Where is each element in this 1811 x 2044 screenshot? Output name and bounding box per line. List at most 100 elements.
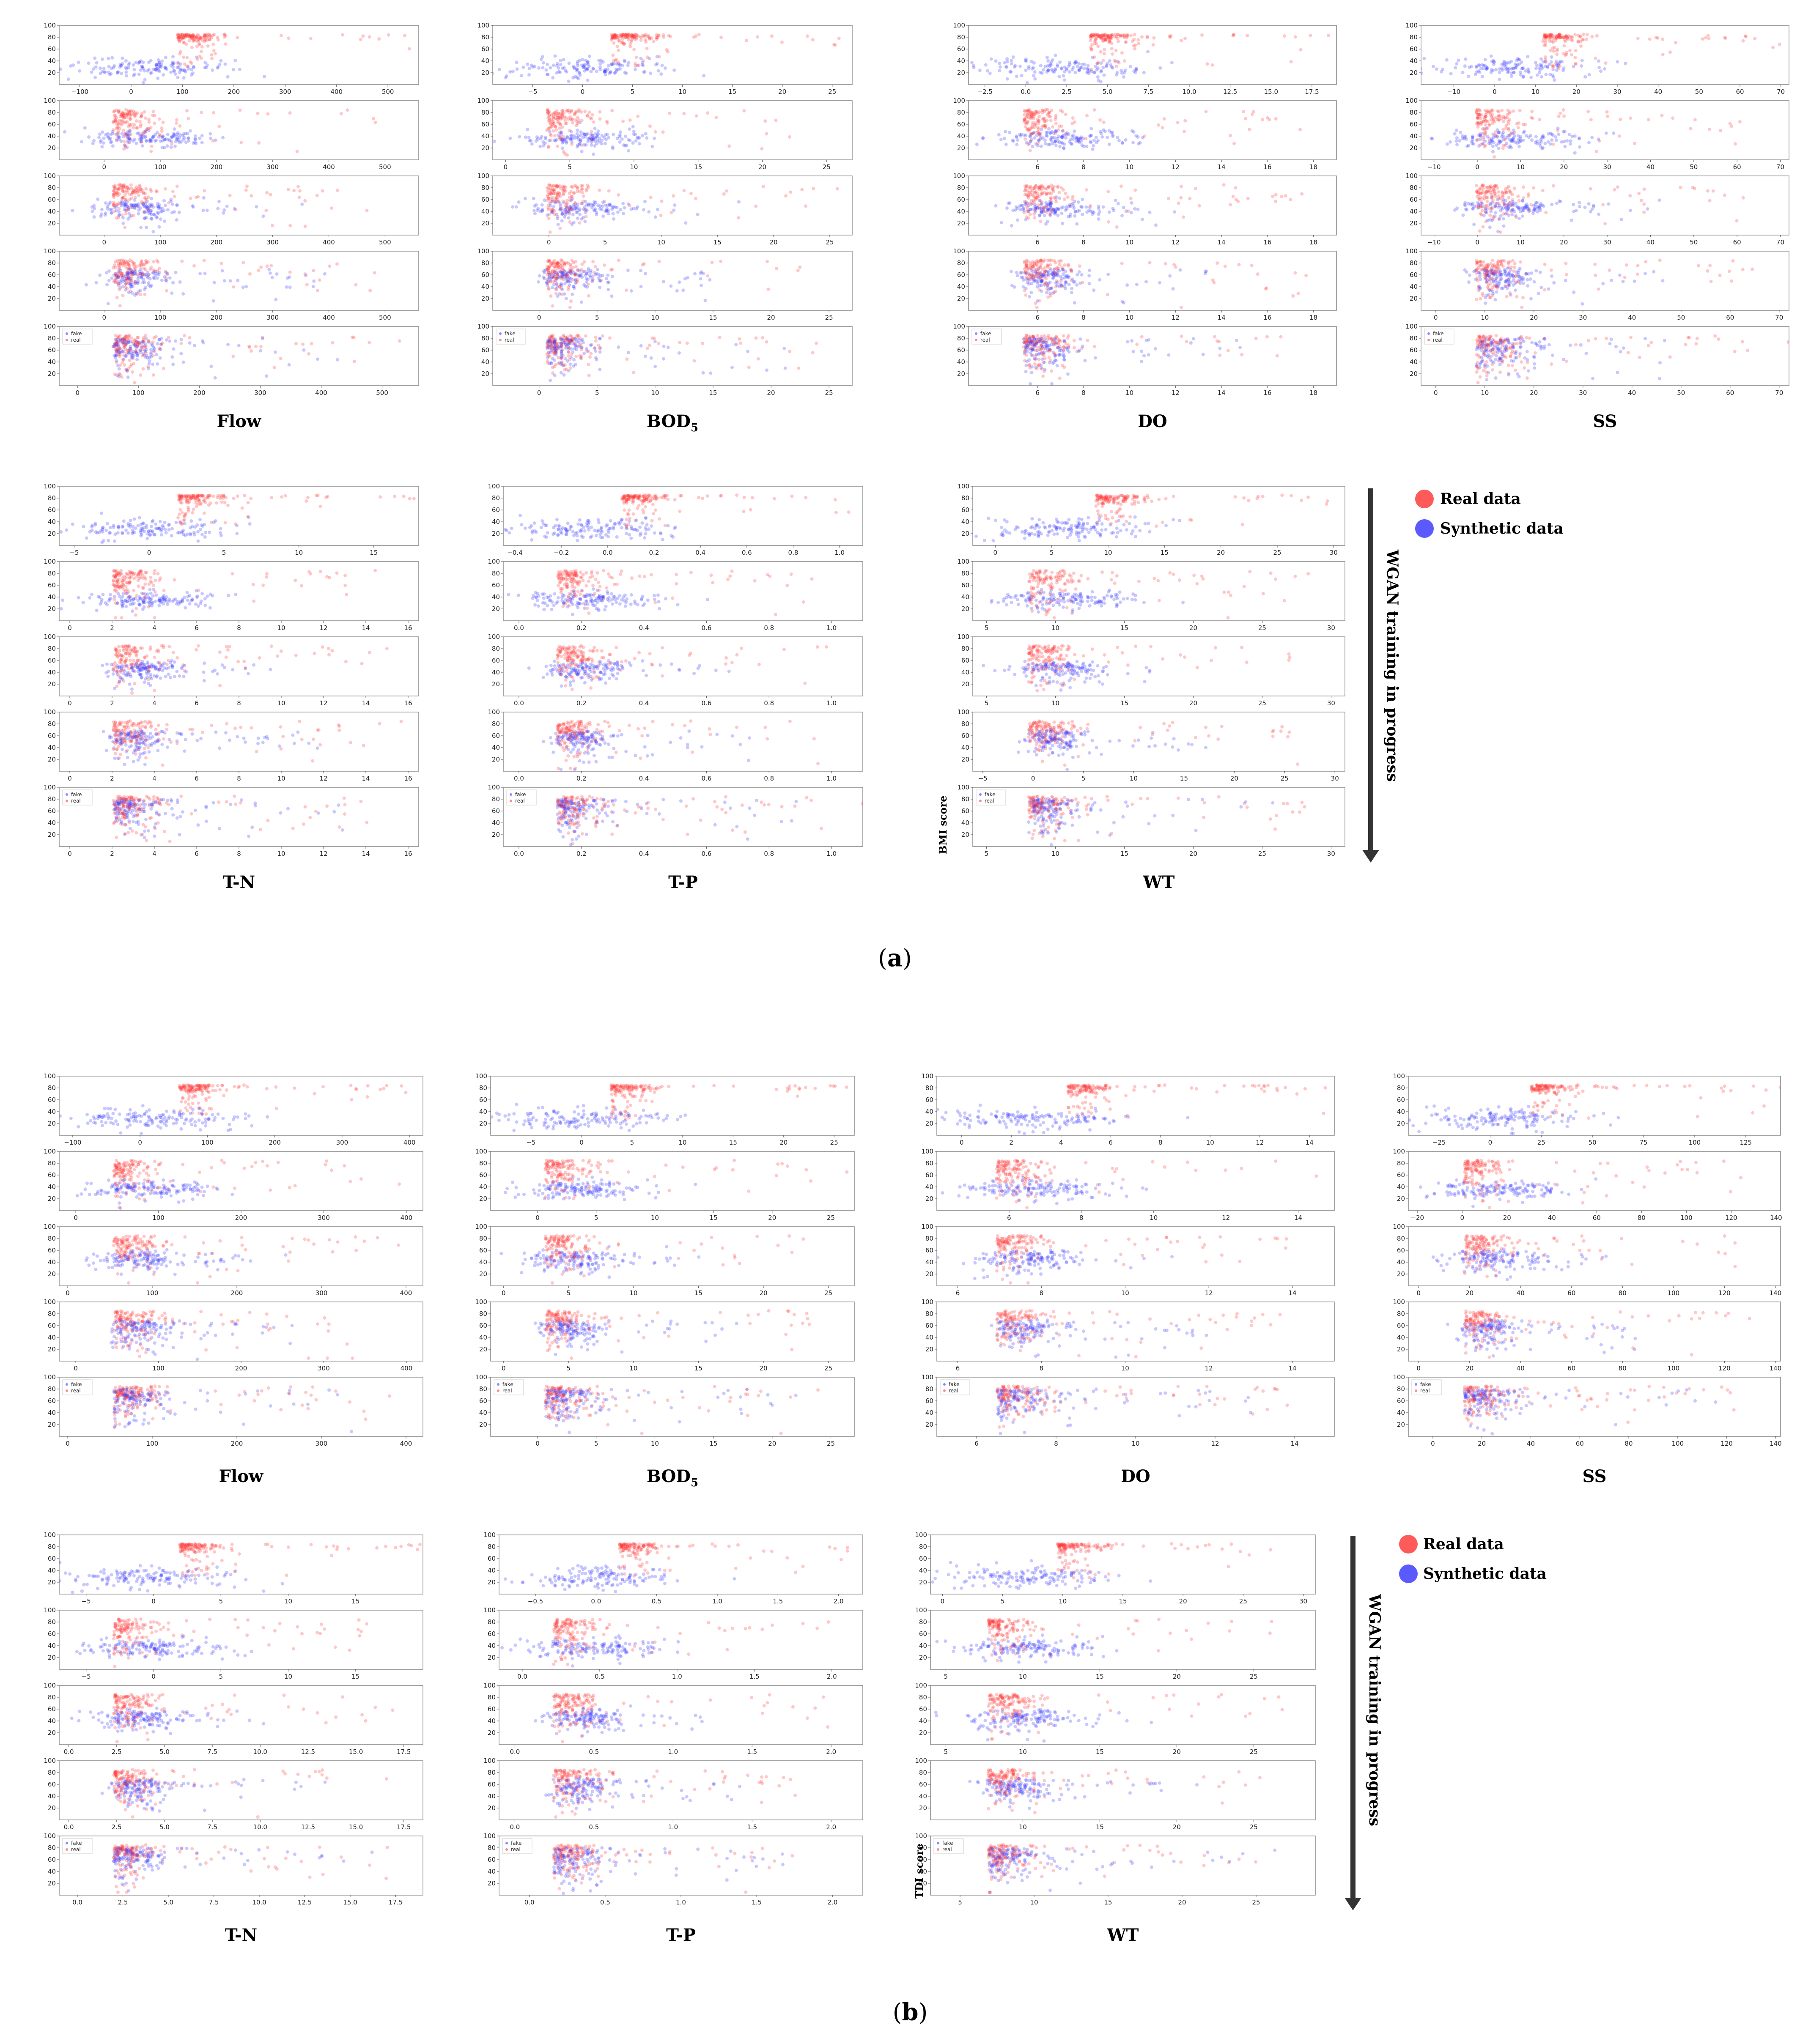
synthetic-point: [544, 68, 548, 72]
real-point: [121, 339, 124, 342]
real-point: [117, 183, 121, 187]
synthetic-point: [1168, 274, 1172, 278]
synthetic-point: [157, 203, 161, 207]
synthetic-point: [661, 357, 665, 361]
synthetic-point: [656, 69, 660, 73]
synthetic-point: [149, 355, 153, 359]
real-point: [206, 38, 209, 42]
synthetic-point: [80, 140, 84, 144]
synthetic-point: [134, 203, 137, 206]
synthetic-point: [1167, 353, 1171, 357]
real-point: [1194, 186, 1197, 190]
real-point: [576, 115, 580, 119]
synthetic-point: [1057, 75, 1061, 79]
synthetic-point: [103, 70, 107, 74]
real-point: [1140, 335, 1144, 339]
x-tick-label: 15: [709, 314, 717, 321]
synthetic-point: [175, 135, 179, 139]
synthetic-point: [173, 144, 177, 148]
real-point: [547, 216, 551, 220]
synthetic-point: [591, 67, 595, 71]
real-point: [806, 34, 809, 38]
real-point: [196, 58, 200, 61]
x-tick-label: 400: [323, 163, 335, 171]
synthetic-point: [1035, 285, 1039, 289]
real-point: [120, 113, 123, 117]
real-point: [1058, 376, 1062, 380]
synthetic-point: [216, 207, 220, 211]
real-point: [222, 35, 226, 39]
synthetic-point: [126, 66, 130, 69]
synthetic-point: [558, 71, 562, 74]
real-point: [190, 46, 194, 49]
synthetic-point: [1107, 142, 1111, 146]
real-point: [552, 129, 555, 133]
synthetic-point: [1086, 63, 1090, 67]
real-point: [1291, 294, 1295, 298]
synthetic-point: [135, 132, 139, 135]
synthetic-point: [666, 345, 670, 349]
real-point: [1114, 49, 1118, 52]
synthetic-point: [181, 138, 185, 142]
synthetic-point: [156, 211, 159, 214]
synthetic-point: [581, 65, 585, 69]
real-point: [133, 189, 137, 193]
synthetic-point: [85, 283, 88, 287]
synthetic-point: [170, 140, 173, 143]
real-point: [206, 35, 210, 39]
synthetic-point: [643, 200, 647, 203]
real-point: [562, 268, 565, 271]
y-tick-label: 20: [481, 295, 489, 302]
synthetic-point: [132, 354, 136, 358]
synthetic-point: [643, 70, 647, 74]
synthetic-point: [263, 75, 266, 79]
synthetic-point: [139, 68, 143, 72]
real-point: [298, 189, 302, 193]
synthetic-point: [540, 135, 543, 139]
real-point: [1052, 185, 1056, 189]
synthetic-point: [997, 133, 1001, 137]
x-tick-label: 0: [102, 163, 106, 171]
synthetic-point: [673, 203, 677, 207]
synthetic-point: [1116, 136, 1120, 140]
synthetic-point: [1140, 217, 1144, 221]
variable-title: Flow: [217, 411, 262, 431]
real-point: [701, 342, 705, 345]
real-point: [1072, 339, 1076, 342]
x-tick-label: 18: [1309, 389, 1317, 397]
synthetic-point: [1062, 339, 1066, 342]
real-point: [124, 108, 128, 112]
real-point: [672, 194, 675, 198]
synthetic-point: [139, 140, 143, 144]
real-point: [558, 226, 562, 230]
synthetic-point: [115, 71, 119, 75]
real-point: [641, 263, 645, 267]
synthetic-point: [110, 66, 113, 70]
synthetic-point: [1171, 287, 1175, 291]
real-point: [775, 266, 779, 270]
subplot-legend-fake-marker: [499, 332, 502, 335]
synthetic-point: [184, 140, 188, 144]
x-tick-label: −10: [1447, 88, 1461, 96]
real-point: [129, 109, 133, 112]
synthetic-point: [190, 68, 194, 71]
real-point: [303, 199, 307, 203]
real-point: [1062, 345, 1066, 349]
synthetic-point: [1015, 134, 1018, 138]
real-point: [1023, 109, 1027, 113]
real-point: [116, 122, 120, 126]
synthetic-point: [161, 134, 165, 138]
real-point: [1024, 353, 1028, 357]
synthetic-point: [1068, 63, 1072, 66]
y-tick-label: 100: [953, 172, 965, 180]
real-point: [456, 33, 460, 37]
real-point: [122, 140, 126, 144]
x-tick-label: 5: [595, 314, 599, 321]
real-point: [184, 33, 188, 36]
real-point: [1109, 33, 1113, 37]
real-point: [121, 111, 125, 115]
synthetic-point: [1050, 382, 1054, 386]
synthetic-point: [580, 345, 584, 349]
real-point: [576, 186, 579, 189]
